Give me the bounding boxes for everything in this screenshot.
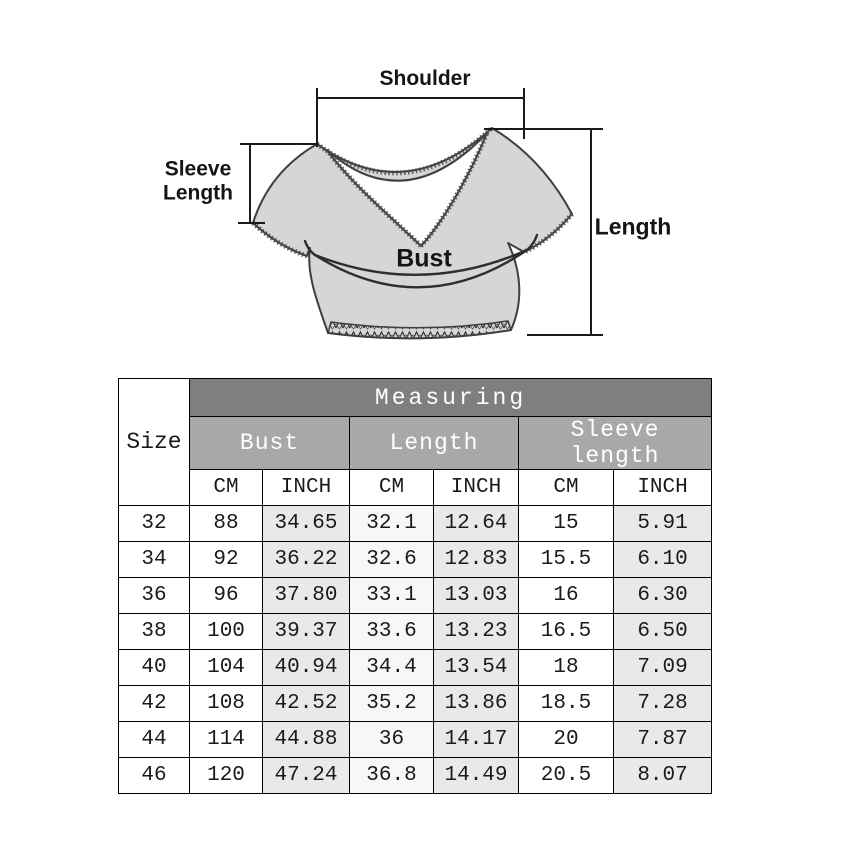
table-cell: 38	[118, 613, 190, 650]
table-cell: 36.22	[262, 541, 350, 578]
group-header-length: Length	[349, 416, 519, 470]
table-title-row: Size Measuring	[118, 378, 713, 506]
shoulder-dimension-line	[316, 88, 525, 147]
unit-header: INCH	[612, 469, 713, 506]
table-cell: 40.94	[262, 649, 350, 686]
table-cell: 16	[518, 577, 614, 614]
unit-header-row: CM INCH CM INCH CM INCH	[119, 469, 713, 506]
table-cell: 14.17	[433, 721, 519, 758]
unit-header: CM	[349, 469, 434, 506]
table-cell: 47.24	[262, 757, 350, 794]
table-cell: 42.52	[262, 685, 350, 722]
table-cell: 15.5	[518, 541, 614, 578]
table-cell: 40	[118, 649, 190, 686]
table-cell: 33.1	[349, 577, 434, 614]
hem-band	[327, 320, 512, 340]
unit-header: INCH	[262, 469, 350, 506]
table-cell: 13.03	[433, 577, 519, 614]
shoulder-label: Shoulder	[379, 67, 471, 90]
table-cell: 36	[349, 721, 434, 758]
table-cell: 104	[189, 649, 263, 686]
table-cell: 37.80	[262, 577, 350, 614]
table-row: 38 100 39.37 33.6 13.23 16.5 6.50	[118, 613, 713, 650]
table-cell: 14.49	[433, 757, 519, 794]
table-cell: 42	[118, 685, 190, 722]
table-cell: 6.50	[612, 613, 713, 650]
table-cell: 39.37	[262, 613, 350, 650]
bust-label: Bust	[396, 244, 452, 273]
table-cell: 13.54	[433, 649, 519, 686]
group-header-bust: Bust	[189, 416, 350, 470]
table-row: 40 104 40.94 34.4 13.54 18 7.09	[118, 649, 713, 686]
table-cell: 34	[118, 541, 190, 578]
table-row: 42 108 42.52 35.2 13.86 18.5 7.28	[118, 685, 713, 722]
table-cell: 6.10	[612, 541, 713, 578]
size-table: Size Measuring Bust Length Sleeve length…	[118, 378, 713, 794]
table-title: Measuring	[188, 378, 713, 417]
table-row: 34 92 36.22 32.6 12.83 15.5 6.10	[118, 541, 713, 578]
table-cell: 7.28	[612, 685, 713, 722]
table-cell: 92	[189, 541, 263, 578]
table-cell: 13.23	[433, 613, 519, 650]
table-cell: 20.5	[518, 757, 614, 794]
unit-header: CM	[189, 469, 263, 506]
group-header-row: Bust Length Sleeve length	[119, 416, 713, 470]
unit-header: CM	[518, 469, 614, 506]
table-cell: 120	[189, 757, 263, 794]
size-column-header: Size	[118, 378, 190, 506]
table-cell: 33.6	[349, 613, 434, 650]
table-cell: 8.07	[612, 757, 713, 794]
table-cell: 114	[189, 721, 263, 758]
table-cell: 5.91	[612, 505, 713, 542]
table-cell: 6.30	[612, 577, 713, 614]
table-cell: 12.83	[433, 541, 519, 578]
table-cell: 96	[189, 577, 263, 614]
garment-measurement-diagram: Shoulder Sleeve Length Length Bust	[0, 0, 849, 378]
table-cell: 32.1	[349, 505, 434, 542]
sleeve-length-label: Sleeve Length	[163, 157, 233, 204]
bust-line	[303, 233, 539, 289]
table-row: 36 96 37.80 33.1 13.03 16 6.30	[118, 577, 713, 614]
table-cell: 34.65	[262, 505, 350, 542]
table-cell: 36	[118, 577, 190, 614]
table-cell: 108	[189, 685, 263, 722]
table-cell: 20	[518, 721, 614, 758]
table-row: 44 114 44.88 36 14.17 20 7.87	[118, 721, 713, 758]
table-cell: 34.4	[349, 649, 434, 686]
table-cell: 44	[118, 721, 190, 758]
table-cell: 100	[189, 613, 263, 650]
table-cell: 44.88	[262, 721, 350, 758]
table-cell: 18.5	[518, 685, 614, 722]
table-cell: 46	[118, 757, 190, 794]
table-cell: 7.87	[612, 721, 713, 758]
garment-illustration	[238, 88, 603, 340]
table-cell: 35.2	[349, 685, 434, 722]
table-cell: 16.5	[518, 613, 614, 650]
table-row: 46 120 47.24 36.8 14.49 20.5 8.07	[118, 757, 713, 794]
sleeve-length-dimension-line	[238, 143, 317, 224]
table-cell: 15	[518, 505, 614, 542]
table-cell: 13.86	[433, 685, 519, 722]
table-cell: 88	[189, 505, 263, 542]
length-label: Length	[594, 213, 672, 240]
table-cell: 36.8	[349, 757, 434, 794]
table-cell: 18	[518, 649, 614, 686]
length-dimension-line	[484, 128, 603, 336]
group-header-sleeve-length: Sleeve length	[517, 416, 713, 470]
table-cell: 32.6	[349, 541, 434, 578]
table-cell: 32	[118, 505, 190, 542]
unit-header: INCH	[433, 469, 519, 506]
frayed-edges	[251, 126, 574, 259]
table-cell: 7.09	[612, 649, 713, 686]
table-cell: 12.64	[433, 505, 519, 542]
table-row: 32 88 34.65 32.1 12.64 15 5.91	[118, 505, 713, 542]
